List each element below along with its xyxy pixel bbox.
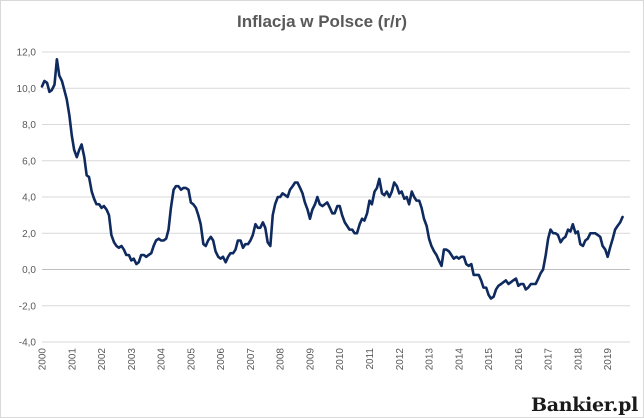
x-tick-label: 2002 xyxy=(97,348,108,371)
y-tick-label: -2,0 xyxy=(19,301,37,312)
x-tick-label: 2007 xyxy=(246,348,257,371)
x-tick-label: 2001 xyxy=(67,348,78,371)
y-tick-label: 10,0 xyxy=(17,84,37,95)
x-tick-label: 2011 xyxy=(365,348,376,370)
x-tick-label: 2006 xyxy=(216,348,227,371)
y-tick-label: 4,0 xyxy=(22,193,36,204)
x-tick-label: 2019 xyxy=(603,348,614,371)
y-tick-label: 8,0 xyxy=(22,120,36,131)
y-tick-label: 6,0 xyxy=(22,156,36,167)
x-tick-label: 2018 xyxy=(573,348,584,371)
y-tick-label: 2,0 xyxy=(22,229,36,240)
x-tick-label: 2000 xyxy=(38,348,49,371)
y-axis-ticks: -4,0 -2,0 0,0 2,0 4,0 6,0 8,0 10,0 12,0 xyxy=(17,48,37,349)
y-tick-label: 0,0 xyxy=(22,265,36,276)
x-tick-label: 2017 xyxy=(544,348,555,371)
x-tick-label: 2012 xyxy=(395,348,406,371)
x-tick-label: 2015 xyxy=(484,348,495,371)
x-tick-label: 2010 xyxy=(335,348,346,371)
x-tick-label: 2009 xyxy=(305,348,316,371)
chart-title: Inflacja w Polsce (r/r) xyxy=(236,12,408,31)
x-axis-ticks: 2000 2001 2002 2003 2004 2005 2006 2007 2008 2009… xyxy=(38,348,615,371)
x-tick-label: 2016 xyxy=(514,348,525,371)
x-tick-label: 2014 xyxy=(454,348,465,371)
y-tick-label: -4,0 xyxy=(19,338,37,349)
x-tick-label: 2005 xyxy=(186,348,197,371)
inflation-series-line xyxy=(40,57,624,300)
x-tick-label: 2004 xyxy=(157,348,168,371)
x-tick-label: 2003 xyxy=(127,348,138,371)
bankier-logo: Bankier.pl xyxy=(530,394,638,416)
y-tick-label: 12,0 xyxy=(17,48,37,59)
gridlines xyxy=(42,51,630,343)
x-tick-label: 2008 xyxy=(276,348,287,371)
x-tick-label: 2013 xyxy=(425,348,436,371)
